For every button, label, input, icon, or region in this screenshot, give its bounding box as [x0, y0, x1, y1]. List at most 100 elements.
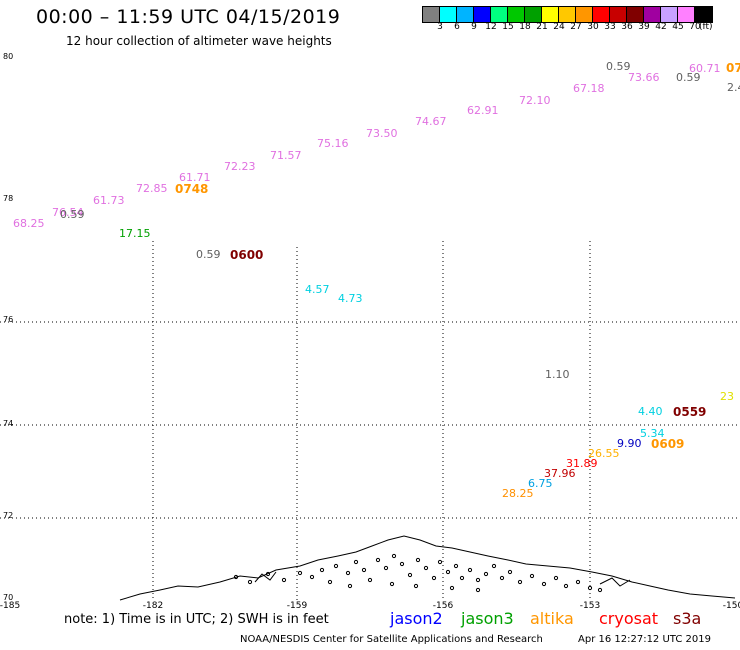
color-swatch	[610, 7, 627, 22]
color-scale-label: 3	[437, 22, 443, 32]
color-scale-label: 15	[502, 22, 514, 32]
island-shape	[483, 571, 489, 577]
island-shape	[375, 557, 381, 563]
island-shape	[491, 563, 497, 569]
color-scale-label: 21	[536, 22, 548, 32]
wave-height-label: 61.73	[93, 194, 125, 207]
wave-height-label: 73.66	[628, 71, 660, 84]
wave-height-label: 73.50	[366, 127, 398, 140]
footer-timestamp: Apr 16 12:27:12 UTC 2019	[578, 634, 711, 645]
color-swatch	[661, 7, 678, 22]
color-scale-label: 12	[485, 22, 497, 32]
island-shape	[431, 575, 437, 581]
island-shape	[475, 587, 481, 593]
color-scale-label: 6	[454, 22, 460, 32]
wave-height-label: 5.34	[640, 427, 665, 440]
island-shape	[353, 559, 359, 565]
longitude-label: -150	[722, 601, 740, 611]
time-tag: 07	[726, 61, 740, 75]
wave-height-label: 37.96	[544, 467, 576, 480]
color-scale-unit: (ft)	[699, 22, 713, 32]
longitude-label: -185	[0, 601, 21, 611]
wave-height-label: 74.67	[415, 115, 447, 128]
wave-height-label: 62.91	[467, 104, 499, 117]
wave-height-label: 0.59	[676, 71, 701, 84]
island-shape	[499, 575, 505, 581]
island-shape	[233, 574, 239, 580]
wave-height-label: 4.73	[338, 292, 363, 305]
color-scale-bar	[422, 6, 713, 23]
color-swatch	[525, 7, 542, 22]
chart-title: 00:00 – 11:59 UTC 04/15/2019	[36, 6, 341, 28]
island-shape	[345, 570, 351, 576]
time-tag: 0559	[673, 405, 706, 419]
color-swatch	[593, 7, 610, 22]
island-shape	[507, 569, 513, 575]
wave-height-label: 1.10	[545, 368, 570, 381]
island-shape	[415, 557, 421, 563]
island-shape	[475, 577, 481, 583]
color-scale-label: 39	[638, 22, 650, 32]
longitude-label: -153	[579, 601, 601, 611]
time-tag: 0609	[651, 437, 684, 451]
time-tag-labels: 0748 07 0600 0559 0609	[175, 61, 740, 451]
wave-height-label: 72.10	[519, 94, 551, 107]
island-shape	[389, 581, 395, 587]
island-shape	[467, 567, 473, 573]
wave-height-label: 61.71	[179, 171, 211, 184]
island-shape	[265, 571, 271, 577]
latitude-label: 70	[3, 593, 14, 602]
latitude-label: 76	[3, 315, 14, 324]
satellite-legend-jason3: jason3	[461, 609, 514, 628]
island-shape	[449, 585, 455, 591]
wave-height-label: 72.23	[224, 160, 256, 173]
coastline	[119, 535, 736, 601]
wave-height-label: 71.57	[270, 149, 302, 162]
island-shape	[413, 583, 419, 589]
wave-height-label: 0.59	[196, 248, 221, 261]
coast-inlet	[254, 571, 277, 583]
island-shape	[399, 561, 405, 567]
color-swatch	[474, 7, 491, 22]
wave-height-label: 2.4	[727, 81, 740, 94]
color-swatch	[491, 7, 508, 22]
legend-note: note: 1) Time is in UTC; 2) SWH is in fe…	[64, 612, 329, 627]
lat-lon-grid	[0, 241, 740, 600]
satellite-legend-s3a: s3a	[673, 609, 702, 628]
island-shape	[281, 577, 287, 583]
color-swatch	[559, 7, 576, 22]
island-shape	[459, 575, 465, 581]
longitude-label: -159	[286, 601, 308, 611]
island-shape	[445, 569, 451, 575]
island-shape	[361, 567, 367, 573]
wave-height-label: 68.25	[13, 217, 45, 230]
wave-height-label: 4.40	[638, 405, 663, 418]
color-scale-label: 27	[570, 22, 582, 32]
time-tag: 0748	[175, 182, 208, 196]
island-shape	[309, 574, 315, 580]
island-shape	[327, 579, 333, 585]
coast-inlet	[599, 577, 631, 587]
footer-credit: NOAA/NESDIS Center for Satellite Applica…	[240, 634, 543, 645]
island-shape	[347, 583, 353, 589]
island-shape	[391, 553, 397, 559]
color-swatch	[457, 7, 474, 22]
wave-height-label: 67.18	[573, 82, 605, 95]
wave-height-label: 6.75	[528, 477, 553, 490]
observation-labels: 68.2576.540.5961.7372.8561.7172.2371.577…	[13, 60, 740, 500]
satellite-legend-cryosat: cryosat	[599, 609, 659, 628]
color-swatch	[644, 7, 661, 22]
island-shape	[423, 565, 429, 571]
longitude-label: -156	[432, 601, 454, 611]
time-tag: 0600	[230, 248, 263, 262]
chart-subtitle: 12 hour collection of altimeter wave hei…	[66, 34, 332, 48]
new-siberian-islands	[233, 553, 603, 593]
satellite-legend-jason2: jason2	[390, 609, 443, 628]
island-shape	[563, 583, 569, 589]
wave-height-label: 26.55	[588, 447, 620, 460]
wave-height-label: 0.59	[60, 208, 85, 221]
color-swatch	[678, 7, 695, 22]
color-swatch	[695, 7, 712, 22]
color-swatch	[423, 7, 440, 22]
color-swatch	[576, 7, 593, 22]
